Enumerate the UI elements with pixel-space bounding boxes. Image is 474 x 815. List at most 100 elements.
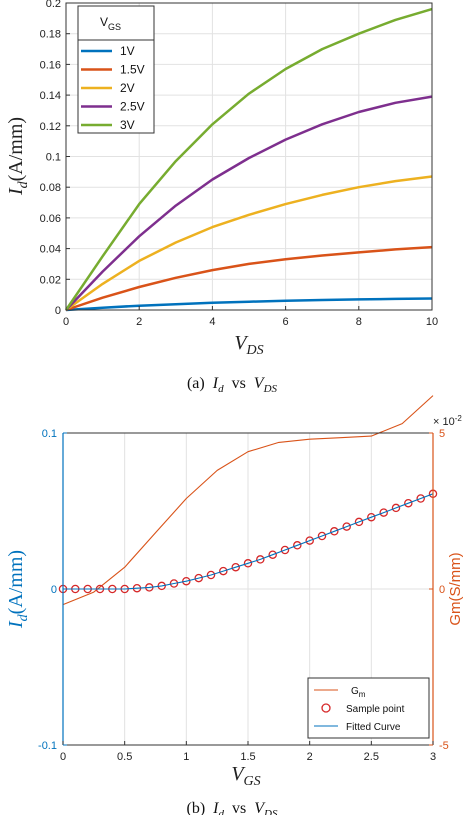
b-x-tick-label: 0.5 [117,751,132,763]
legend-gm-main: G [351,686,359,697]
b-y-tick-label: -0.1 [38,740,57,752]
a-y-tick-label: 0.02 [40,274,61,286]
panel-a-y-axis-label: Id(A/mm) [5,117,31,196]
b-y-tick-label: 0.1 [42,428,57,440]
b-y2-tick-label: -5 [439,740,449,752]
caption-a-vs: vs [232,375,246,392]
a-y-tick-label: 0.16 [40,59,61,71]
a-legend-label-3v: 3V [120,118,135,132]
caption-b-y: I [212,800,219,815]
a-series-1-5v [65,245,433,312]
a-y-tick-label: 0.2 [46,0,61,10]
b-ylabel-main: I [5,620,27,629]
a-x-tick-label: 10 [426,316,438,328]
a-legend-label-2-5v: 2.5V [120,100,145,114]
a-ylabel-sub: d [16,180,31,188]
panel-b-ticks: 0 0.5 1 1.5 2 2.5 3-0.100.1-505 [38,428,449,763]
caption-b-vs: vs [232,800,246,815]
b-sample-point [305,536,314,545]
b-sample-point [256,555,265,564]
b-ylabel-unit: (A/mm) [5,550,27,614]
b-sample-point [342,522,351,531]
b-ylabel-sub: d [16,613,31,621]
b-x-tick-label: 3 [430,751,436,763]
panel-a-ticks: 0 2 4 6 8 10 0 0.02 0.04 0.06 0.08 0.1 0.12 0.14 0.16 0… [40,0,439,328]
legend-title-sub: GS [108,22,121,32]
b-series-g-m [62,395,434,606]
b-y2-tick-label: 5 [439,428,445,440]
a-legend-label-1v: 1V [120,44,135,58]
b-x-tick-label: 2 [307,751,313,763]
caption-a-x-sub: DS [263,383,278,395]
caption-a-y-sub: d [218,383,224,395]
b-xlabel-main: V [231,763,246,785]
b-y-tick-label: 0 [51,584,57,596]
b-xlabel-sub: GS [244,774,261,789]
a-x-tick-label: 6 [283,316,289,328]
panel-a-caption: (a) Id vs VDS [187,375,278,396]
panel-b-y-axis-label: Id(A/mm) [5,550,31,629]
panel-a-legend-title: VGS [100,15,121,32]
b-sample-point [354,517,364,527]
panel-b-legend: Gm Sample point Fitted Curve [307,677,430,739]
a-y-tick-label: 0 [55,305,61,317]
caption-b-y-sub: d [219,808,225,815]
b-sample-point [404,498,413,508]
a-xlabel-sub: DS [246,343,264,358]
caption-a-label: (a) [187,375,205,392]
legend-sample-marker [321,703,331,713]
panel-b-exponent: × 10-2 [433,414,462,428]
b-sample-point [219,566,228,576]
a-series-1v [65,297,433,312]
a-y-tick-label: 0.12 [40,121,61,133]
b-sample-point [416,494,425,503]
panel-b-series [58,395,438,606]
a-ylabel-unit: (A/mm) [5,117,27,181]
a-x-tick-label: 8 [356,316,362,328]
b-exp-base: × 10 [433,416,455,428]
panel-a-iv-curves: 0 2 4 6 8 10 0 0.02 0.04 0.06 0.08 0.1 0.12 0.14 0.16 0… [5,0,439,396]
b-sample-point [330,527,339,536]
a-y-tick-label: 0.14 [40,90,61,102]
b-x-tick-label: 0 [60,751,66,763]
caption-a-x: V [254,375,266,392]
b-sample-point [268,550,277,559]
a-y-tick-label: 0.18 [40,29,61,41]
b-sample-point [367,512,376,522]
b-x-tick-label: 1.5 [240,751,255,763]
panel-a-legend: VGS 1V 1.5V 2V 2.5V 3V [77,5,155,134]
a-x-tick-label: 0 [63,316,69,328]
b-x-tick-label: 1 [183,751,189,763]
b-sample-point [293,541,302,550]
a-series-2v [65,175,433,312]
legend-gm-label: Gm [351,686,366,699]
caption-b-label: (b) [187,800,206,815]
b-sample-point [194,573,203,583]
b-sample-point [231,562,240,572]
a-legend-label-1-5v: 1.5V [120,63,145,77]
a-y-tick-label: 0.08 [40,182,61,194]
caption-b-x-sub: DS [263,808,278,815]
b-sample-point [243,559,253,568]
a-ylabel-main: I [5,187,27,196]
panel-b-x-axis-label: VGS [231,763,260,789]
b-series-fitted-curve [63,493,434,590]
b-exp-pow: -2 [455,414,463,423]
b-sample-point [317,531,327,541]
panel-b-transfer-curve: 0 0.5 1 1.5 2 2.5 3-0.100.1-505 × 10-2 Gm Samp… [5,395,464,815]
a-legend-label-2v: 2V [120,81,135,95]
a-xlabel-main: V [234,332,249,354]
a-x-tick-label: 4 [209,316,215,328]
panel-a-legend-items: 1V 1.5V 2V 2.5V 3V [81,44,145,132]
caption-a-y: I [212,375,219,392]
panel-b-legend-box [307,677,430,739]
b-sample-point [379,508,388,517]
panel-b-y2-axis-label: Gm(S/mm) [447,552,464,625]
legend-title-main: V [100,15,108,29]
a-series-3v [64,7,433,311]
caption-b-x: V [254,800,266,815]
a-series-2-5v [65,95,433,311]
b-sample-point [280,545,290,555]
panel-a-x-axis-label: VDS [234,332,263,358]
